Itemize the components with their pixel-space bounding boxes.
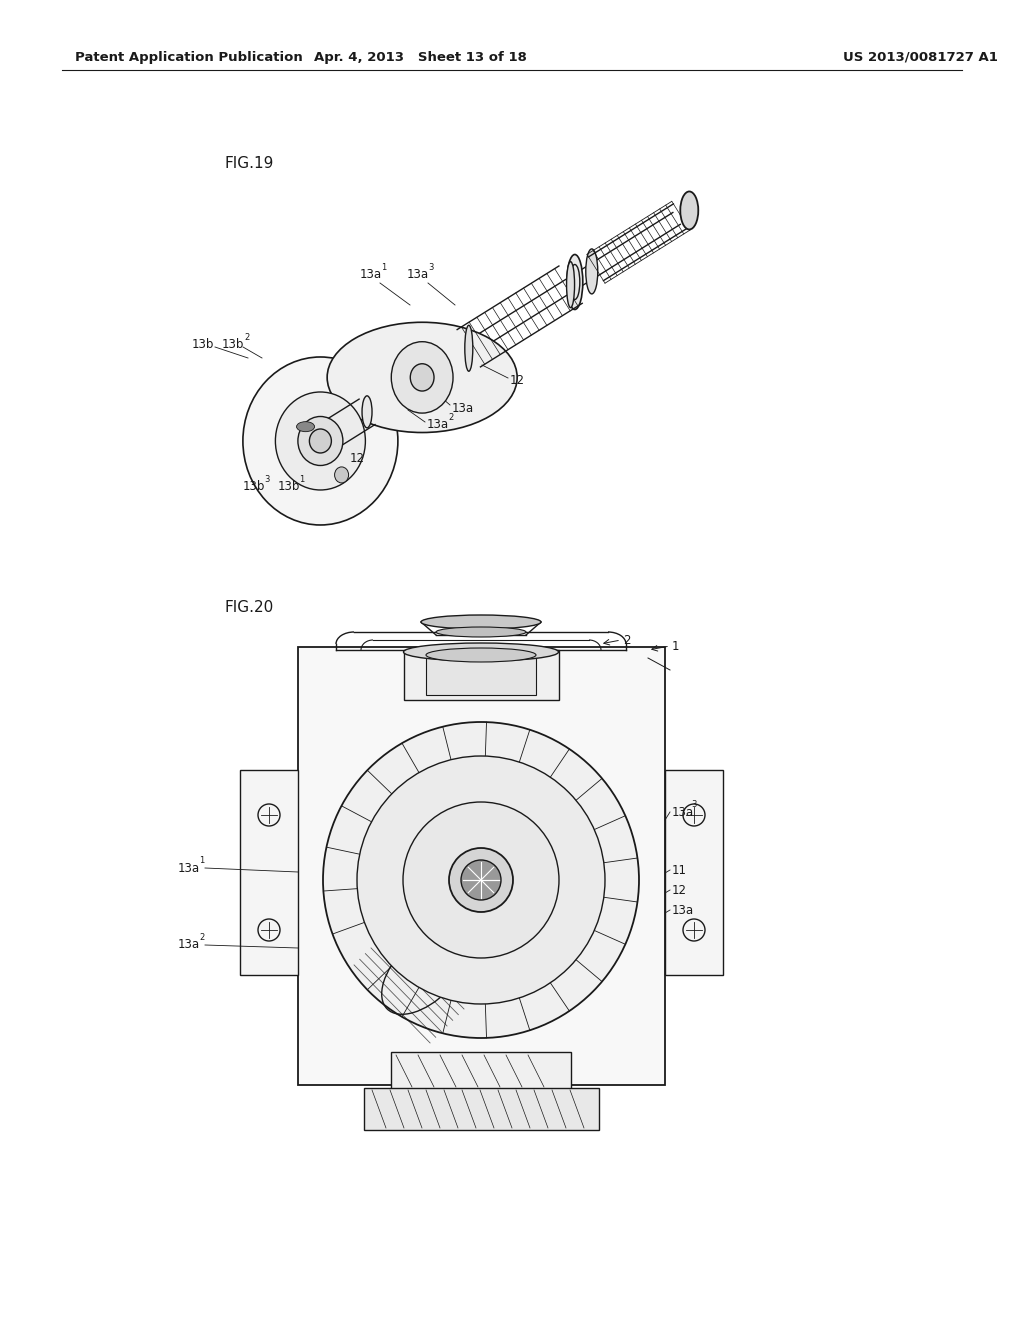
Ellipse shape: [426, 648, 536, 663]
Text: 13a: 13a: [178, 939, 200, 952]
Ellipse shape: [586, 249, 598, 294]
Ellipse shape: [298, 417, 343, 466]
Text: 3: 3: [264, 475, 269, 484]
Bar: [364, 1088, 599, 1130]
Ellipse shape: [335, 467, 348, 483]
Text: 13a: 13a: [178, 862, 200, 874]
Ellipse shape: [465, 325, 473, 371]
Text: 13b: 13b: [243, 480, 265, 494]
Text: 1: 1: [672, 639, 680, 652]
Ellipse shape: [411, 364, 434, 391]
Bar: [240, 770, 298, 975]
Text: 13b: 13b: [278, 480, 300, 494]
Text: FIG.19: FIG.19: [225, 156, 274, 170]
Text: 1: 1: [299, 475, 304, 484]
Circle shape: [403, 803, 559, 958]
Bar: [391, 1052, 571, 1090]
Ellipse shape: [309, 429, 332, 453]
Circle shape: [357, 756, 605, 1005]
Bar: [665, 770, 723, 975]
Ellipse shape: [327, 322, 517, 433]
Text: 13a: 13a: [360, 268, 382, 281]
Ellipse shape: [275, 392, 366, 490]
Circle shape: [461, 861, 501, 900]
Ellipse shape: [362, 396, 372, 428]
Text: US 2013/0081727 A1: US 2013/0081727 A1: [843, 50, 997, 63]
Text: 13b: 13b: [222, 338, 245, 351]
Bar: [426, 657, 536, 696]
Ellipse shape: [566, 261, 574, 308]
Text: 3: 3: [428, 263, 433, 272]
Text: 13a: 13a: [407, 268, 429, 281]
Text: 13a: 13a: [427, 418, 450, 432]
Ellipse shape: [567, 255, 583, 309]
Text: 2: 2: [244, 333, 249, 342]
Text: 2: 2: [199, 933, 204, 942]
Circle shape: [323, 722, 639, 1038]
Text: 1: 1: [199, 855, 204, 865]
Bar: [404, 649, 559, 700]
Ellipse shape: [403, 643, 558, 661]
Text: 2: 2: [623, 634, 631, 647]
Ellipse shape: [680, 191, 698, 230]
Ellipse shape: [243, 356, 398, 525]
Ellipse shape: [436, 627, 526, 638]
Ellipse shape: [391, 342, 453, 413]
Text: FIG.20: FIG.20: [225, 599, 274, 615]
Circle shape: [449, 847, 513, 912]
Bar: [298, 647, 665, 1085]
Text: 1: 1: [381, 263, 386, 272]
Text: 12: 12: [510, 374, 525, 387]
Text: Apr. 4, 2013   Sheet 13 of 18: Apr. 4, 2013 Sheet 13 of 18: [313, 50, 526, 63]
Text: Patent Application Publication: Patent Application Publication: [75, 50, 303, 63]
Text: 12: 12: [350, 451, 365, 465]
Text: 13a: 13a: [672, 903, 694, 916]
Text: 3: 3: [691, 800, 696, 809]
Text: 13a: 13a: [452, 401, 474, 414]
Text: 12: 12: [672, 883, 687, 896]
Text: 13a: 13a: [672, 805, 694, 818]
Text: 13b: 13b: [193, 338, 214, 351]
Ellipse shape: [421, 615, 541, 630]
Ellipse shape: [297, 421, 314, 432]
Text: 11: 11: [672, 863, 687, 876]
Text: 2: 2: [449, 413, 454, 422]
